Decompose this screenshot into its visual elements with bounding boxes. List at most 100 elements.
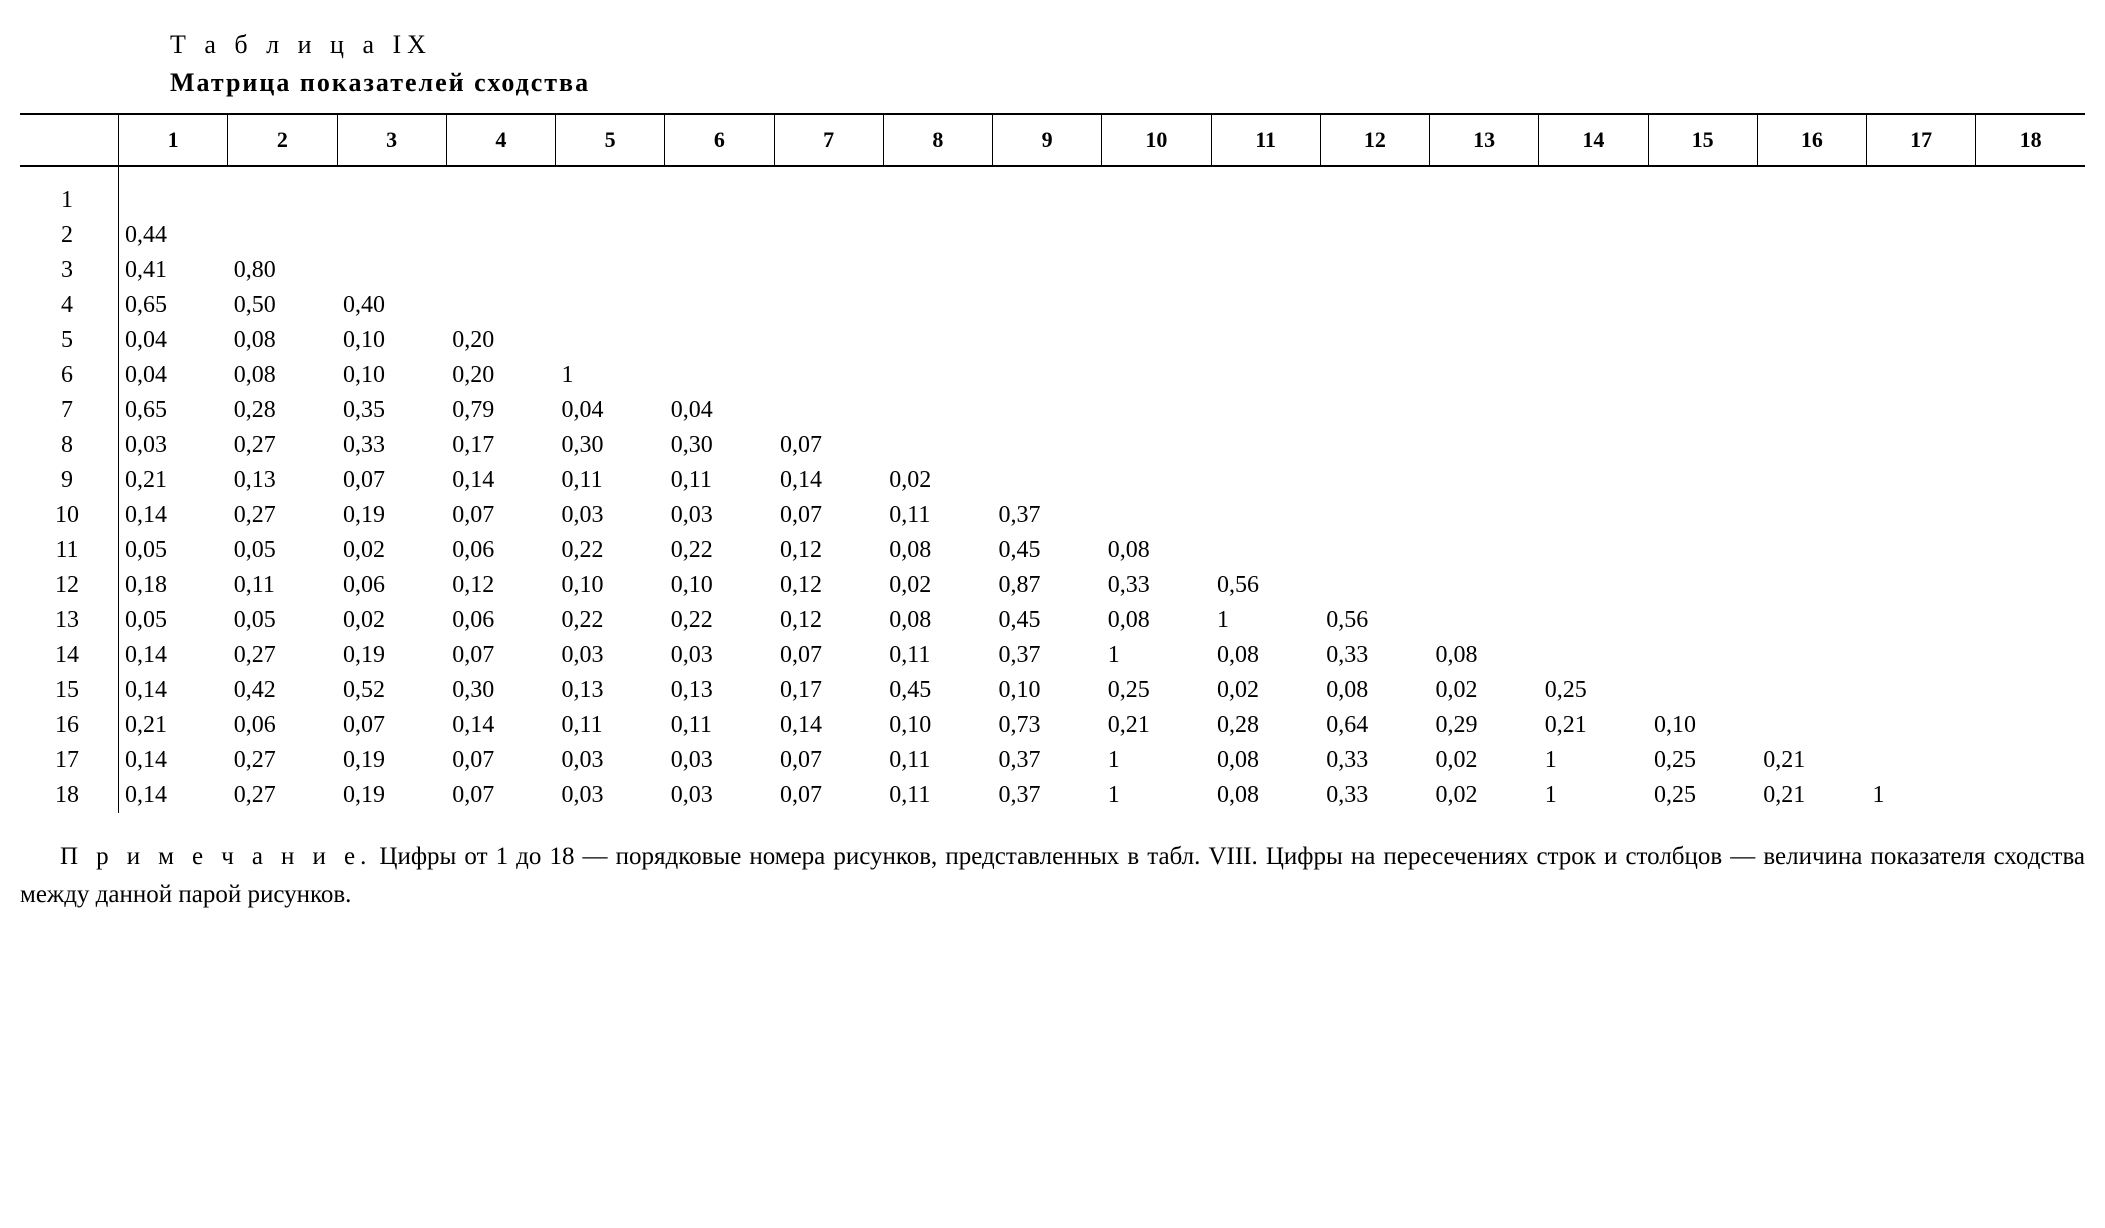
cell: 1 (1102, 743, 1211, 778)
cell (1102, 218, 1211, 253)
cell: 0,25 (1102, 673, 1211, 708)
cell: 0,19 (337, 778, 446, 813)
cell: 0,37 (993, 778, 1102, 813)
cell: 0,07 (337, 708, 446, 743)
cell (665, 358, 774, 393)
cell: 0,06 (337, 568, 446, 603)
cell (1976, 218, 2085, 253)
cell: 0,12 (774, 568, 883, 603)
table-row: 180,140,270,190,070,030,030,070,110,3710… (20, 778, 2085, 813)
row-label: 9 (20, 463, 119, 498)
cell (1430, 323, 1539, 358)
cell (883, 288, 992, 323)
cell: 0,08 (1211, 638, 1320, 673)
cell (1648, 603, 1757, 638)
cell: 0,02 (883, 463, 992, 498)
row-label: 4 (20, 288, 119, 323)
cell: 0,44 (119, 218, 228, 253)
cell (1539, 288, 1648, 323)
cell: 0,11 (556, 463, 665, 498)
cell (1320, 253, 1429, 288)
row-label: 2 (20, 218, 119, 253)
row-label: 12 (20, 568, 119, 603)
cell (1648, 428, 1757, 463)
cell (1867, 428, 1976, 463)
cell (1976, 743, 2085, 778)
cell (1867, 533, 1976, 568)
cell: 0,45 (993, 533, 1102, 568)
row-label: 15 (20, 673, 119, 708)
cell (556, 288, 665, 323)
cell (1757, 708, 1866, 743)
cell: 0,14 (119, 638, 228, 673)
cell (1320, 358, 1429, 393)
cell (1976, 288, 2085, 323)
column-header: 7 (774, 114, 883, 166)
cell (1648, 323, 1757, 358)
cell (446, 218, 555, 253)
cell (1648, 673, 1757, 708)
cell: 0,33 (1320, 638, 1429, 673)
cell (1867, 166, 1976, 218)
cell (1976, 253, 2085, 288)
cell: 0,07 (774, 498, 883, 533)
cell (1211, 393, 1320, 428)
column-header: 5 (556, 114, 665, 166)
column-header: 6 (665, 114, 774, 166)
cell (993, 358, 1102, 393)
cell (1757, 218, 1866, 253)
footnote-label: П р и м е ч а н и е. (60, 843, 371, 870)
cell: 0,11 (665, 708, 774, 743)
row-label: 14 (20, 638, 119, 673)
cell (993, 323, 1102, 358)
cell (774, 166, 883, 218)
cell: 0,87 (993, 568, 1102, 603)
cell (1757, 393, 1866, 428)
cell (1211, 218, 1320, 253)
cell: 0,05 (119, 603, 228, 638)
cell (1648, 166, 1757, 218)
cell (446, 288, 555, 323)
row-label: 11 (20, 533, 119, 568)
cell (993, 288, 1102, 323)
cell: 0,10 (883, 708, 992, 743)
table-row: 90,210,130,070,140,110,110,140,02 (20, 463, 2085, 498)
cell: 0,07 (774, 638, 883, 673)
cell: 0,17 (774, 673, 883, 708)
cell: 0,37 (993, 498, 1102, 533)
cell: 0,18 (119, 568, 228, 603)
cell: 0,17 (446, 428, 555, 463)
cell: 0,03 (556, 743, 665, 778)
cell (1757, 166, 1866, 218)
cell: 0,04 (119, 358, 228, 393)
cell: 0,50 (228, 288, 337, 323)
table-row: 150,140,420,520,300,130,130,170,450,100,… (20, 673, 2085, 708)
table-row: 30,410,80 (20, 253, 2085, 288)
similarity-matrix-table: 123456789101112131415161718 120,4430,410… (20, 113, 2085, 813)
cell (1867, 708, 1976, 743)
cell (1102, 393, 1211, 428)
cell (993, 393, 1102, 428)
cell (1320, 498, 1429, 533)
cell: 0,08 (228, 358, 337, 393)
cell: 0,45 (993, 603, 1102, 638)
cell (1102, 463, 1211, 498)
cell: 0,07 (446, 743, 555, 778)
cell (1757, 253, 1866, 288)
cell: 0,12 (774, 533, 883, 568)
table-row: 170,140,270,190,070,030,030,070,110,3710… (20, 743, 2085, 778)
cell (337, 218, 446, 253)
cell (1211, 463, 1320, 498)
cell (1539, 638, 1648, 673)
header-empty (20, 114, 119, 166)
cell (1430, 166, 1539, 218)
cell (665, 288, 774, 323)
cell: 0,11 (883, 638, 992, 673)
cell: 0,07 (446, 638, 555, 673)
cell (1430, 253, 1539, 288)
cell: 0,04 (665, 393, 774, 428)
column-header: 17 (1867, 114, 1976, 166)
cell (1539, 166, 1648, 218)
cell: 0,20 (446, 358, 555, 393)
cell: 1 (1867, 778, 1976, 813)
